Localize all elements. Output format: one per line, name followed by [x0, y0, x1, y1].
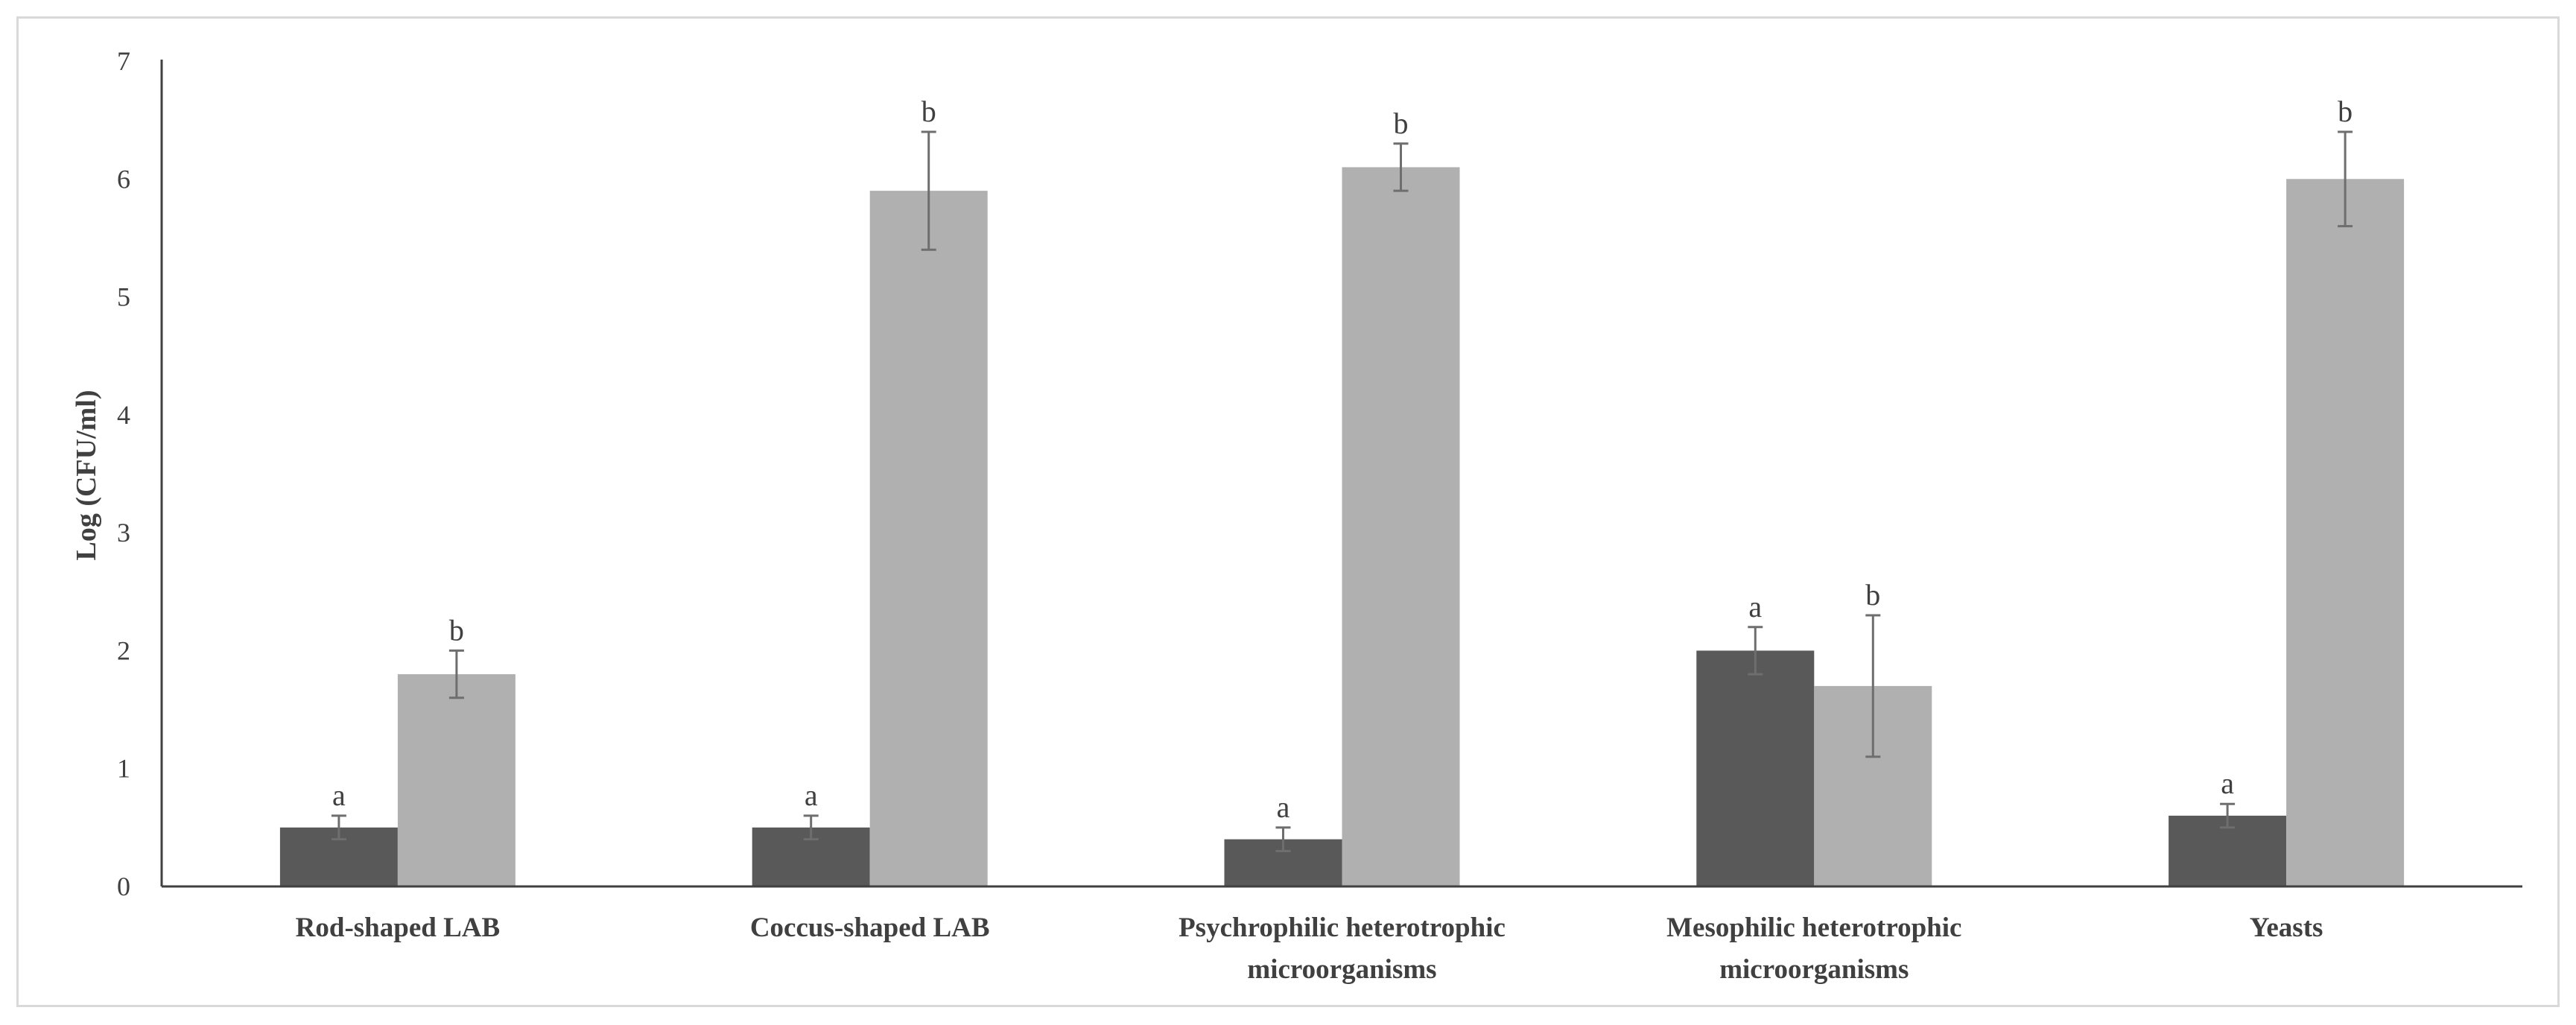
- significance-label: b: [449, 613, 464, 647]
- significance-label: a: [805, 778, 818, 812]
- y-tick-label: 4: [117, 400, 130, 430]
- y-tick-label: 6: [117, 164, 130, 194]
- x-category-label: Mesophilic heterotrophic: [1666, 913, 1961, 943]
- significance-label: b: [2338, 95, 2353, 128]
- y-tick-label: 2: [117, 635, 130, 665]
- y-axis: 0 1 2 3 4 5 6 7: [117, 46, 163, 901]
- bars: [279, 167, 2405, 887]
- bar: [397, 674, 515, 886]
- significance-labels: a b a b a b a b a b: [332, 95, 2353, 824]
- y-tick-label: 3: [117, 518, 130, 548]
- bar: [1342, 167, 1460, 886]
- significance-label: a: [1748, 590, 1762, 623]
- x-category-label: microorganisms: [1247, 954, 1436, 985]
- y-tick-label: 5: [117, 282, 130, 312]
- y-axis-label: Log (CFU/ml): [71, 390, 102, 560]
- y-tick-label: 7: [117, 46, 130, 76]
- x-axis: Rod-shaped LAB Coccus-shaped LAB Psychroph…: [162, 885, 2522, 985]
- x-category-label: microorganisms: [1719, 954, 1909, 985]
- significance-label: a: [2221, 767, 2234, 800]
- significance-label: b: [1865, 578, 1880, 612]
- y-tick-label: 1: [117, 754, 130, 784]
- x-category-label: Psychrophilic heterotrophic: [1178, 913, 1506, 943]
- bar: [1696, 650, 1815, 886]
- x-category-label: Rod-shaped LAB: [296, 913, 501, 943]
- y-tick-label: 0: [117, 872, 130, 901]
- significance-label: a: [1277, 790, 1290, 824]
- significance-label: a: [332, 778, 346, 812]
- bar: [869, 191, 988, 887]
- bar: [2286, 179, 2405, 887]
- significance-label: b: [1394, 107, 1409, 140]
- significance-label: b: [921, 95, 936, 128]
- x-category-label: Coccus-shaped LAB: [750, 913, 990, 943]
- error-bars: [331, 130, 2353, 853]
- x-category-label: Yeasts: [2250, 913, 2323, 943]
